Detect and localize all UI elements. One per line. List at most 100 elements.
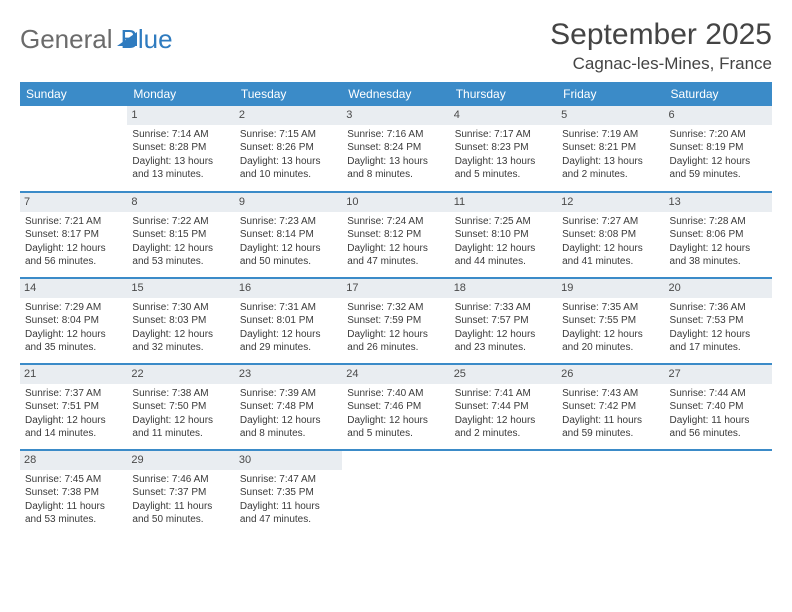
day-number: 22	[127, 365, 234, 384]
daylight-line: Daylight: 12 hours and 5 minutes.	[347, 414, 444, 441]
daylight-line: Daylight: 12 hours and 14 minutes.	[25, 414, 122, 441]
calendar-cell: 3Sunrise: 7:16 AMSunset: 8:24 PMDaylight…	[342, 106, 449, 192]
day-number: 28	[20, 451, 127, 470]
calendar-cell: 27Sunrise: 7:44 AMSunset: 7:40 PMDayligh…	[665, 364, 772, 450]
calendar-cell	[665, 450, 772, 536]
calendar-table: SundayMondayTuesdayWednesdayThursdayFrid…	[20, 82, 772, 536]
page-header: General Blue September 2025 Cagnac-les-M…	[20, 18, 772, 74]
sunrise-line: Sunrise: 7:44 AM	[670, 387, 767, 401]
day-number: 20	[665, 279, 772, 298]
calendar-cell: 14Sunrise: 7:29 AMSunset: 8:04 PMDayligh…	[20, 278, 127, 364]
sunrise-line: Sunrise: 7:46 AM	[132, 473, 229, 487]
calendar-cell: 16Sunrise: 7:31 AMSunset: 8:01 PMDayligh…	[235, 278, 342, 364]
sunrise-line: Sunrise: 7:39 AM	[240, 387, 337, 401]
sunrise-line: Sunrise: 7:16 AM	[347, 128, 444, 142]
sunset-line: Sunset: 7:51 PM	[25, 400, 122, 414]
sunset-line: Sunset: 7:50 PM	[132, 400, 229, 414]
calendar-cell	[450, 450, 557, 536]
sunset-line: Sunset: 8:15 PM	[132, 228, 229, 242]
day-header: Sunday	[20, 82, 127, 106]
daylight-line: Daylight: 12 hours and 38 minutes.	[670, 242, 767, 269]
day-number: 15	[127, 279, 234, 298]
calendar-cell: 11Sunrise: 7:25 AMSunset: 8:10 PMDayligh…	[450, 192, 557, 278]
day-number: 11	[450, 193, 557, 212]
sunset-line: Sunset: 8:26 PM	[240, 141, 337, 155]
sunrise-line: Sunrise: 7:38 AM	[132, 387, 229, 401]
daylight-line: Daylight: 12 hours and 26 minutes.	[347, 328, 444, 355]
daylight-line: Daylight: 12 hours and 11 minutes.	[132, 414, 229, 441]
sunrise-line: Sunrise: 7:15 AM	[240, 128, 337, 142]
calendar-cell	[557, 450, 664, 536]
calendar-cell: 19Sunrise: 7:35 AMSunset: 7:55 PMDayligh…	[557, 278, 664, 364]
sunset-line: Sunset: 7:53 PM	[670, 314, 767, 328]
sunset-line: Sunset: 7:59 PM	[347, 314, 444, 328]
sunset-line: Sunset: 7:40 PM	[670, 400, 767, 414]
day-number: 21	[20, 365, 127, 384]
calendar-cell: 18Sunrise: 7:33 AMSunset: 7:57 PMDayligh…	[450, 278, 557, 364]
daylight-line: Daylight: 11 hours and 53 minutes.	[25, 500, 122, 527]
day-header: Wednesday	[342, 82, 449, 106]
daylight-line: Daylight: 12 hours and 56 minutes.	[25, 242, 122, 269]
calendar-week: 21Sunrise: 7:37 AMSunset: 7:51 PMDayligh…	[20, 364, 772, 450]
daylight-line: Daylight: 12 hours and 35 minutes.	[25, 328, 122, 355]
calendar-cell: 17Sunrise: 7:32 AMSunset: 7:59 PMDayligh…	[342, 278, 449, 364]
sunrise-line: Sunrise: 7:32 AM	[347, 301, 444, 315]
calendar-cell: 23Sunrise: 7:39 AMSunset: 7:48 PMDayligh…	[235, 364, 342, 450]
sunrise-line: Sunrise: 7:14 AM	[132, 128, 229, 142]
daylight-line: Daylight: 13 hours and 5 minutes.	[455, 155, 552, 182]
day-number: 13	[665, 193, 772, 212]
daylight-line: Daylight: 12 hours and 23 minutes.	[455, 328, 552, 355]
daylight-line: Daylight: 11 hours and 56 minutes.	[670, 414, 767, 441]
daylight-line: Daylight: 12 hours and 59 minutes.	[670, 155, 767, 182]
brand-part1: General	[20, 24, 113, 55]
day-number: 19	[557, 279, 664, 298]
calendar-week: 7Sunrise: 7:21 AMSunset: 8:17 PMDaylight…	[20, 192, 772, 278]
sunrise-line: Sunrise: 7:29 AM	[25, 301, 122, 315]
brand-logo: General Blue	[20, 18, 173, 55]
calendar-cell: 20Sunrise: 7:36 AMSunset: 7:53 PMDayligh…	[665, 278, 772, 364]
daylight-line: Daylight: 12 hours and 2 minutes.	[455, 414, 552, 441]
calendar-cell: 13 Sunrise: 7:28 AMSunset: 8:06 PMDayligh…	[665, 192, 772, 278]
sunrise-line: Sunrise: 7:27 AM	[562, 215, 659, 229]
daylight-line: Daylight: 12 hours and 17 minutes.	[670, 328, 767, 355]
calendar-week: 28Sunrise: 7:45 AMSunset: 7:38 PMDayligh…	[20, 450, 772, 536]
sunrise-line: Sunrise: 7:40 AM	[347, 387, 444, 401]
daylight-line: Daylight: 12 hours and 47 minutes.	[347, 242, 444, 269]
daylight-line: Daylight: 12 hours and 41 minutes.	[562, 242, 659, 269]
sunset-line: Sunset: 7:46 PM	[347, 400, 444, 414]
sunset-line: Sunset: 7:57 PM	[455, 314, 552, 328]
sunrise-line: Sunrise: 7:47 AM	[240, 473, 337, 487]
sunset-line: Sunset: 8:21 PM	[562, 141, 659, 155]
calendar-cell: 7Sunrise: 7:21 AMSunset: 8:17 PMDaylight…	[20, 192, 127, 278]
sunset-line: Sunset: 8:06 PM	[670, 228, 767, 242]
calendar-week: 1Sunrise: 7:14 AMSunset: 8:28 PMDaylight…	[20, 106, 772, 192]
sunset-line: Sunset: 8:23 PM	[455, 141, 552, 155]
sunrise-line: Sunrise: 7:28 AM	[670, 215, 767, 229]
day-header: Thursday	[450, 82, 557, 106]
day-number: 16	[235, 279, 342, 298]
sunset-line: Sunset: 8:14 PM	[240, 228, 337, 242]
calendar-cell: 2Sunrise: 7:15 AMSunset: 8:26 PMDaylight…	[235, 106, 342, 192]
day-header: Friday	[557, 82, 664, 106]
daylight-line: Daylight: 12 hours and 50 minutes.	[240, 242, 337, 269]
calendar-week: 14Sunrise: 7:29 AMSunset: 8:04 PMDayligh…	[20, 278, 772, 364]
day-number: 14	[20, 279, 127, 298]
sunrise-line: Sunrise: 7:30 AM	[132, 301, 229, 315]
sunrise-line: Sunrise: 7:45 AM	[25, 473, 122, 487]
day-header: Tuesday	[235, 82, 342, 106]
brand-part2: Blue	[121, 24, 173, 55]
daylight-line: Daylight: 12 hours and 20 minutes.	[562, 328, 659, 355]
daylight-line: Daylight: 12 hours and 32 minutes.	[132, 328, 229, 355]
day-number: 18	[450, 279, 557, 298]
daylight-line: Daylight: 13 hours and 10 minutes.	[240, 155, 337, 182]
daylight-line: Daylight: 12 hours and 29 minutes.	[240, 328, 337, 355]
day-header-row: SundayMondayTuesdayWednesdayThursdayFrid…	[20, 82, 772, 106]
day-number: 6	[665, 106, 772, 125]
daylight-line: Daylight: 11 hours and 59 minutes.	[562, 414, 659, 441]
location-text: Cagnac-les-Mines, France	[550, 54, 772, 74]
sunset-line: Sunset: 7:48 PM	[240, 400, 337, 414]
sunrise-line: Sunrise: 7:37 AM	[25, 387, 122, 401]
calendar-cell: 6Sunrise: 7:20 AMSunset: 8:19 PMDaylight…	[665, 106, 772, 192]
calendar-cell	[342, 450, 449, 536]
sunset-line: Sunset: 8:24 PM	[347, 141, 444, 155]
